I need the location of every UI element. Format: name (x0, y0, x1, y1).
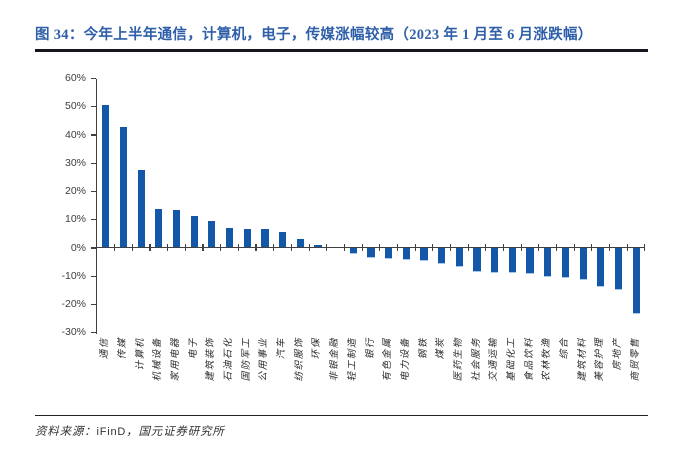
bar (579, 248, 587, 280)
x-axis-category-label: 机械设备 (153, 337, 164, 382)
x-axis-category-label: 非银金融 (330, 337, 341, 382)
y-axis-tick (91, 247, 96, 249)
x-axis-category-label: 计算机 (135, 337, 146, 371)
bar (491, 248, 499, 273)
y-axis-tick (91, 190, 96, 193)
x-axis-category-label: 家用电器 (171, 337, 182, 382)
y-axis-tick (91, 275, 96, 277)
bar (508, 248, 516, 274)
bar (420, 248, 428, 261)
x-axis-category-label: 商贸零售 (630, 337, 641, 382)
x-axis-category-label: 国防军工 (241, 337, 252, 382)
x-axis-category-label: 美容护理 (595, 337, 606, 382)
title-divider (35, 49, 648, 52)
x-axis-category-label: 食品饮料 (524, 337, 535, 382)
x-axis-category-label: 钢铁 (418, 337, 429, 360)
y-axis-label: 60% (64, 72, 86, 85)
y-axis-label: -10% (61, 269, 86, 282)
x-axis-category-label: 建筑材料 (577, 337, 588, 382)
y-axis-label: -20% (61, 297, 86, 310)
x-axis-category-label: 综合 (559, 337, 570, 360)
bar (385, 248, 393, 260)
x-axis-category-label: 银行 (365, 337, 376, 360)
bar (367, 248, 375, 258)
bar (455, 248, 463, 267)
x-axis-category-label: 通信 (100, 337, 111, 360)
y-axis-tick (91, 303, 96, 306)
x-axis-category-label: 有色金属 (383, 337, 394, 382)
y-axis-tick (91, 219, 96, 221)
bar (225, 227, 234, 248)
bar (155, 209, 163, 248)
bar (349, 248, 357, 255)
y-axis-label: -30% (61, 326, 86, 339)
x-axis-category-label: 电力设备 (400, 337, 411, 382)
bar (614, 248, 623, 290)
source-provider: iFinD (96, 426, 127, 438)
y-axis-label: 40% (64, 128, 86, 141)
bar (402, 248, 410, 261)
bar (119, 127, 128, 248)
x-axis-category-label: 石油石化 (224, 337, 235, 382)
x-axis-category-label: 电子 (188, 337, 199, 360)
x-axis-category-label: 农林牧渔 (542, 337, 553, 382)
bar (438, 248, 446, 264)
y-axis-label: 10% (64, 213, 86, 226)
x-axis-category-label: 纺织服饰 (294, 337, 305, 382)
x-axis-category-label: 社会服务 (471, 337, 482, 382)
bar (526, 248, 534, 274)
bar (261, 229, 269, 248)
y-axis-tick (91, 106, 96, 108)
x-axis-category-label: 房地产 (612, 337, 623, 371)
bar (296, 239, 304, 248)
x-axis-category-label: 医药生物 (453, 337, 464, 382)
bar (172, 210, 181, 248)
x-axis-category-label: 公用事业 (259, 337, 270, 382)
bar (208, 220, 216, 248)
y-axis-line (95, 78, 97, 334)
y-axis-label: 50% (64, 100, 86, 113)
y-axis-tick (91, 162, 96, 164)
x-axis-category-label: 传媒 (118, 337, 129, 360)
y-axis-tick (91, 77, 96, 80)
figure-title: 图 34：今年上半年通信，计算机，电子，传媒涨幅较高（2023 年 1 月至 6… (35, 27, 593, 43)
bar (243, 228, 251, 248)
source-prefix: 资料来源： (35, 426, 97, 438)
y-axis-label: 30% (64, 156, 86, 169)
y-axis-tick (91, 134, 96, 136)
x-axis-category-label: 建筑装饰 (206, 337, 217, 382)
source-note: 资料来源：iFinD，国元证券研究所 (35, 423, 225, 439)
bar (632, 248, 640, 315)
bar (597, 248, 605, 287)
bar (561, 248, 570, 278)
bar (190, 216, 198, 248)
x-axis-category-label: 环保 (312, 337, 323, 360)
source-publisher: ，国元证券研究所 (126, 426, 225, 438)
y-axis-label: 0% (70, 241, 86, 254)
y-axis-label: 20% (64, 185, 86, 198)
x-axis-category-label: 轻工制造 (347, 337, 358, 382)
footer-divider (35, 415, 648, 417)
x-axis-category-label: 基础化工 (506, 337, 517, 382)
bar (314, 244, 322, 248)
x-axis-line (95, 246, 645, 248)
bar (544, 248, 552, 278)
bar (473, 248, 481, 272)
bar (102, 105, 110, 248)
x-axis-category-label: 煤炭 (436, 337, 447, 360)
bar (279, 232, 287, 248)
y-axis-tick (91, 332, 96, 334)
bar (137, 170, 145, 248)
x-axis-category-label: 交通运输 (489, 337, 500, 382)
x-axis-category-label: 汽车 (277, 337, 288, 360)
